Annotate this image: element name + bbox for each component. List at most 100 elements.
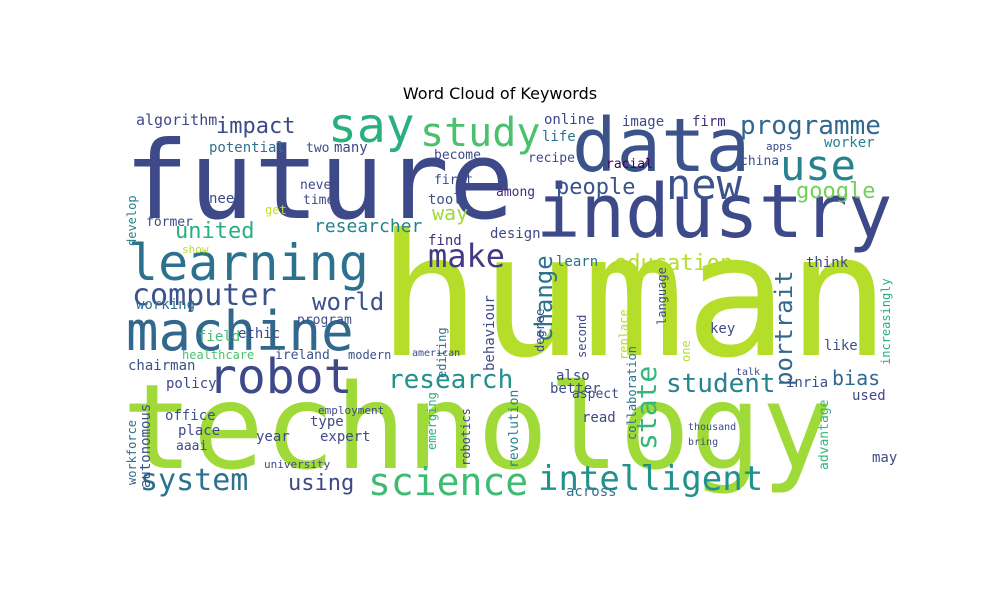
word-programme: programme <box>740 111 881 141</box>
word-use: use <box>780 141 856 190</box>
word-show: show <box>182 243 209 256</box>
word-among: among <box>496 185 535 200</box>
word-never: never <box>300 178 339 193</box>
word-better: better <box>550 381 601 397</box>
word-online: online <box>544 112 595 128</box>
word-year: year <box>256 429 290 445</box>
word-learn: learn <box>556 254 598 270</box>
word-world: world <box>312 288 384 316</box>
word-thousand: thousand <box>688 422 736 433</box>
word-life: life <box>542 129 576 145</box>
word-workforce: workforce <box>125 420 139 485</box>
word-bring: bring <box>688 437 718 448</box>
word-algorithm: algorithm <box>136 111 217 129</box>
word-apps: apps <box>766 140 793 153</box>
word-system: system <box>140 463 248 498</box>
word-may: may <box>872 450 897 466</box>
word-two: two <box>306 141 329 156</box>
word-place: place <box>178 423 220 439</box>
word-student: student <box>666 369 776 399</box>
word-talk: talk <box>736 367 760 378</box>
word-degree: degree <box>533 309 547 352</box>
word-machine: machine <box>126 300 354 363</box>
word-future: future <box>124 119 514 244</box>
word-former: former <box>146 215 193 230</box>
word-human: human <box>378 198 890 396</box>
word-type: type <box>310 414 344 430</box>
word-aaai: aaai <box>176 439 207 454</box>
word-tool: tool <box>428 192 462 208</box>
word-office: office <box>165 408 216 424</box>
word-potential: potential <box>209 140 285 156</box>
word-using: using <box>288 471 354 496</box>
word-design: design <box>490 226 541 242</box>
word-also: also <box>556 368 590 384</box>
word-racial: racial <box>606 157 653 172</box>
word-data: data <box>572 103 750 189</box>
word-aspect: aspect <box>572 387 619 402</box>
word-inria: inria <box>786 375 828 391</box>
word-education: education <box>614 251 733 276</box>
word-used: used <box>852 388 886 404</box>
word-second: second <box>575 315 589 358</box>
word-time: time <box>303 193 334 208</box>
word-field: field <box>198 329 240 345</box>
word-chairman: chairman <box>128 358 195 374</box>
word-change: change <box>530 255 558 342</box>
word-robot: robot <box>208 349 353 405</box>
word-industry: industry <box>536 169 892 255</box>
word-need: need <box>209 191 243 207</box>
word-people: people <box>556 175 635 200</box>
word-american: american <box>412 348 460 359</box>
word-say: say <box>328 98 415 154</box>
word-united: united <box>175 219 254 244</box>
word-replace: replace <box>617 309 631 360</box>
word-first: first <box>434 173 473 188</box>
word-autonomous: autonomous <box>138 404 154 488</box>
word-researcher: researcher <box>314 216 423 237</box>
word-find: find <box>428 233 462 249</box>
word-collaboration: collaboration <box>625 346 639 440</box>
word-key: key <box>710 321 735 337</box>
word-image: image <box>622 114 664 130</box>
word-google: google <box>796 179 875 204</box>
word-technology: technology <box>122 358 832 496</box>
word-expert: expert <box>320 429 371 445</box>
word-emerging: emerging <box>425 392 439 450</box>
word-worker: worker <box>824 135 875 151</box>
word-computer: computer <box>132 278 277 313</box>
word-one: one <box>679 340 693 362</box>
word-program: program <box>297 313 352 328</box>
word-employment: employment <box>318 404 384 417</box>
word-across: across <box>566 484 617 500</box>
word-language: language <box>655 267 669 325</box>
word-modern: modern <box>348 348 391 362</box>
word-read: read <box>582 410 616 426</box>
word-get: get <box>265 203 287 217</box>
word-advantage: advantage <box>817 399 832 470</box>
word-like: like <box>824 338 858 354</box>
word-increasingly: increasingly <box>879 278 893 365</box>
word-become: become <box>434 148 481 163</box>
word-science: science <box>368 460 528 504</box>
word-revolution: revolution <box>507 390 522 468</box>
word-firm: firm <box>692 114 726 130</box>
word-university: university <box>264 458 331 471</box>
word-intelligent: intelligent <box>538 459 763 499</box>
word-china: china <box>740 154 779 169</box>
word-bias: bias <box>832 366 880 390</box>
word-ireland: ireland <box>275 348 330 363</box>
word-many: many <box>334 140 368 156</box>
word-state: state <box>630 366 663 450</box>
word-editing: editing <box>435 327 449 378</box>
word-portrait: portrait <box>770 270 798 386</box>
word-research: research <box>388 365 513 395</box>
word-learning: learning <box>128 234 369 292</box>
chart-title: Word Cloud of Keywords <box>402 84 598 103</box>
word-develop: develop <box>125 195 139 246</box>
word-robotics: robotics <box>459 408 473 466</box>
word-healthcare: healthcare <box>182 348 254 362</box>
word-study: study <box>420 110 540 156</box>
word-make: make <box>428 237 505 275</box>
